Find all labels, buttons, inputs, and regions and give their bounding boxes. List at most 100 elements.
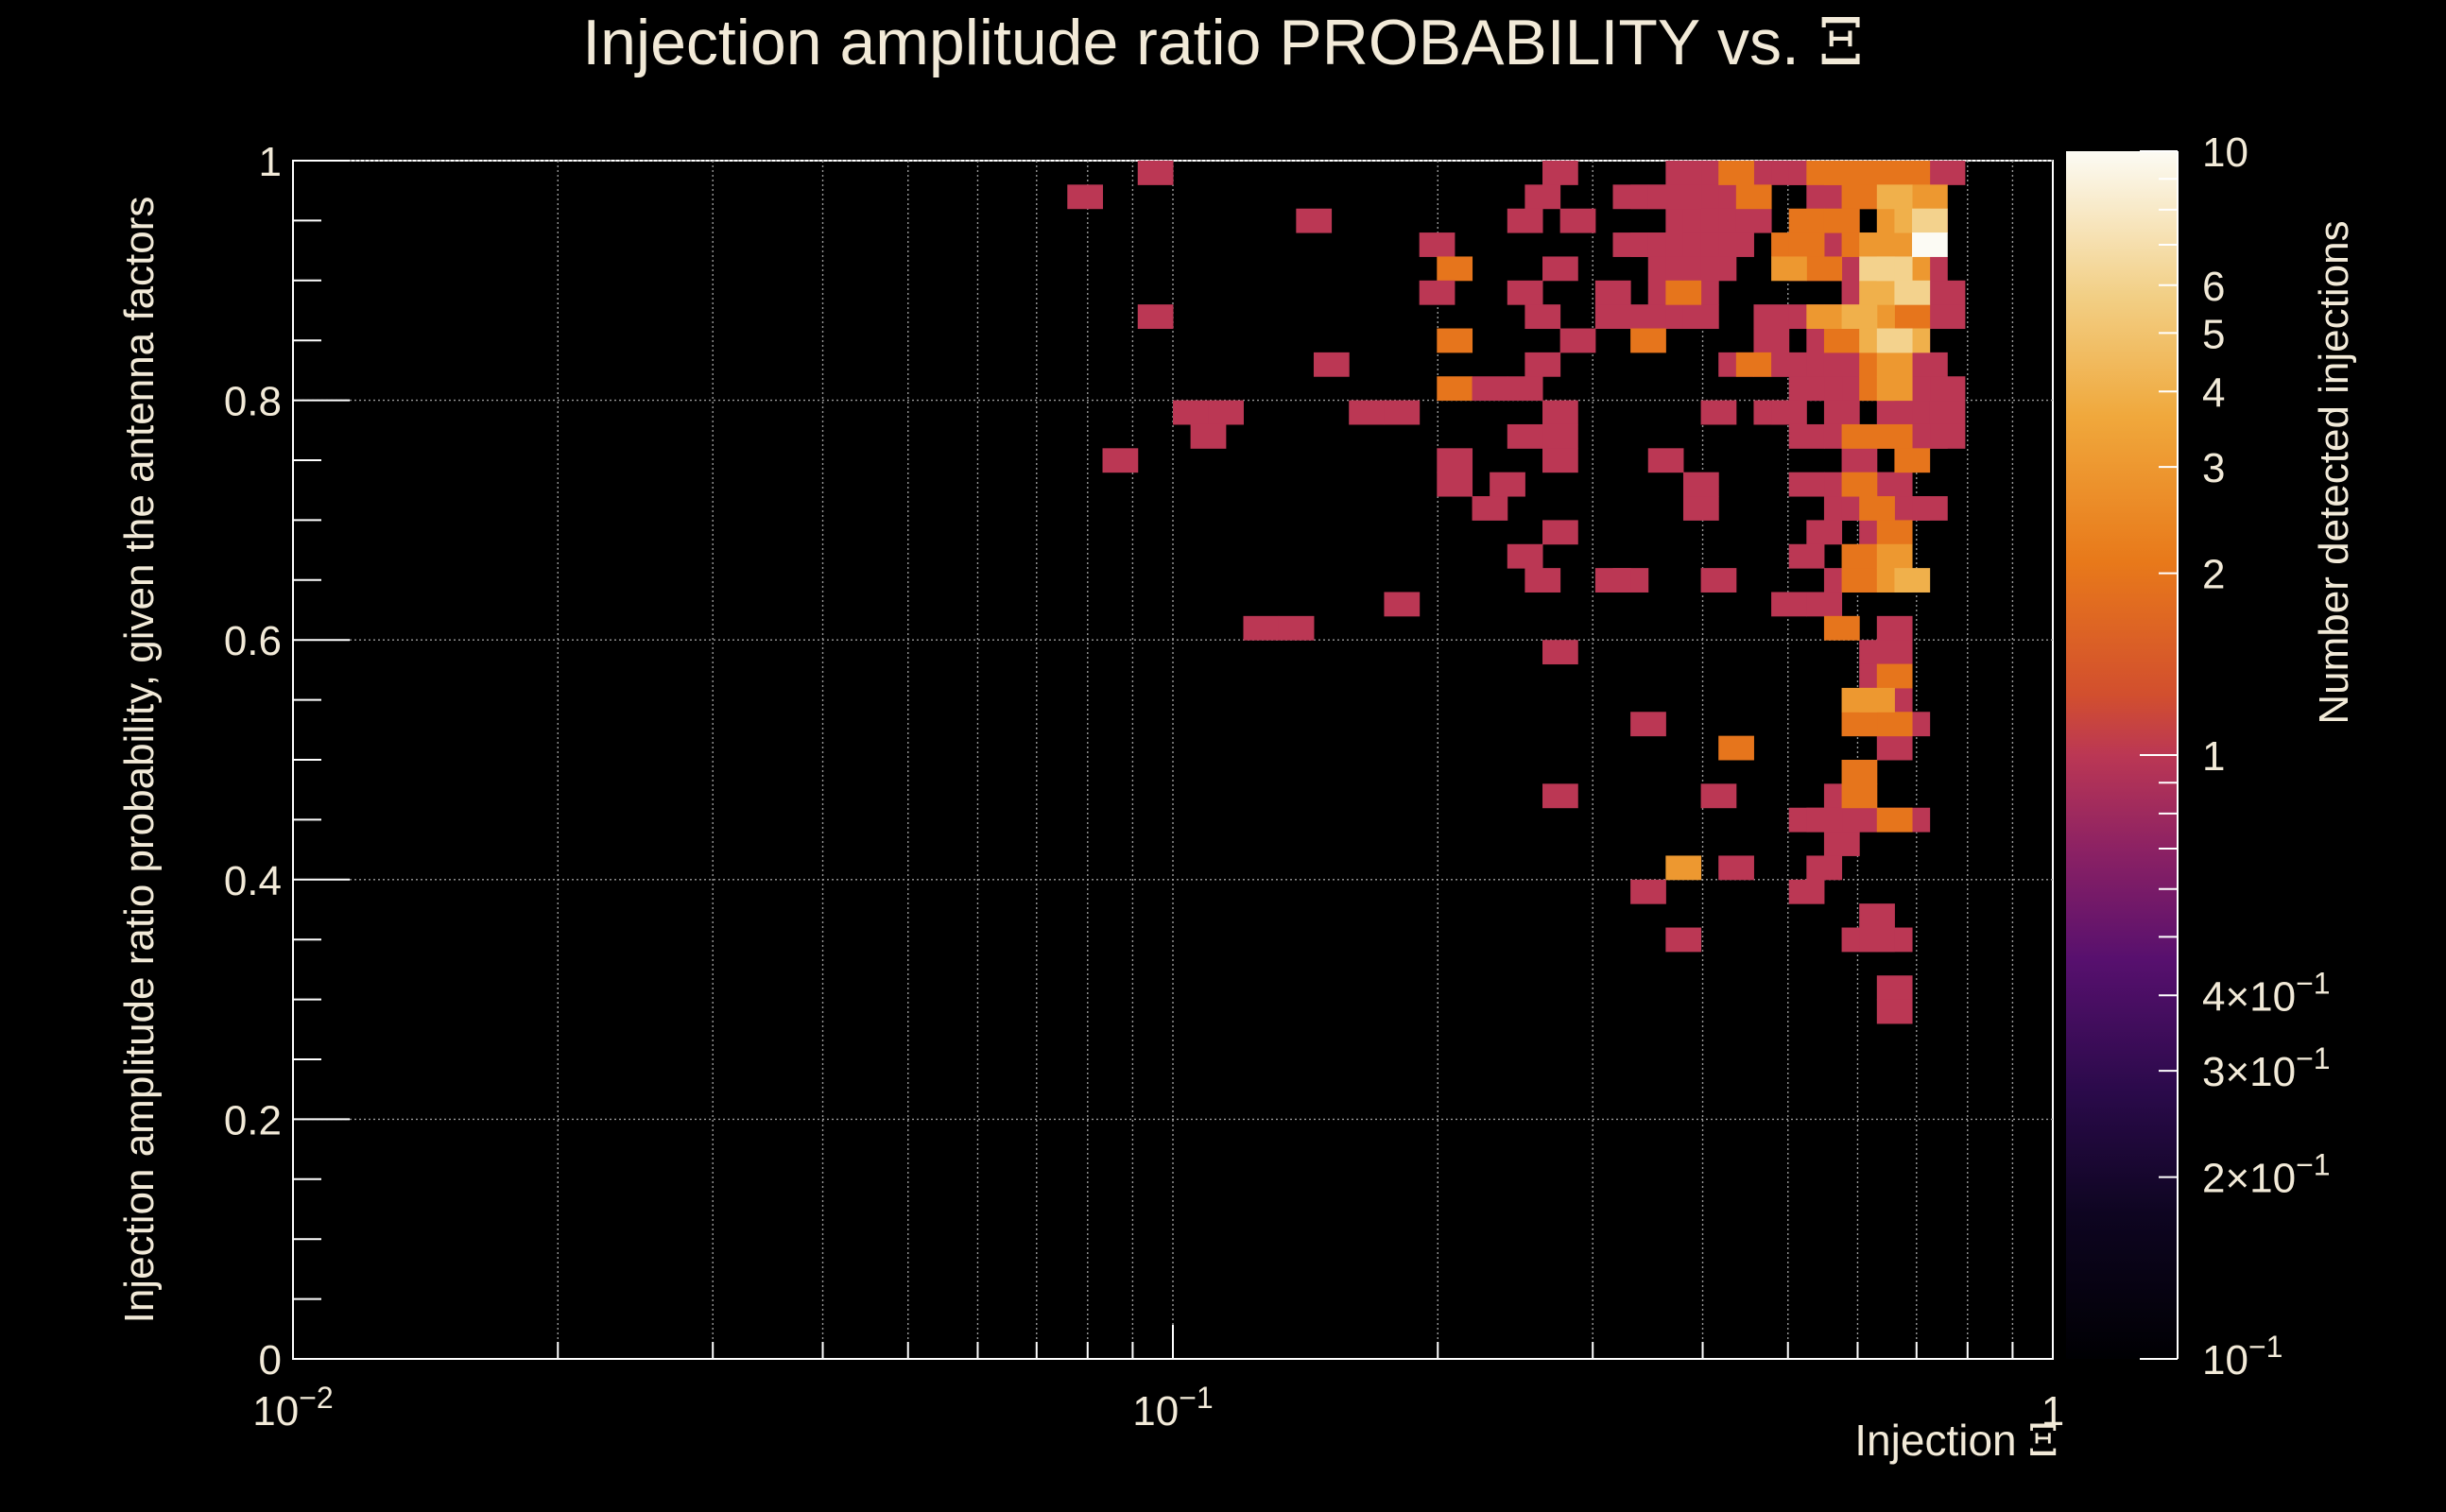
heatmap-cell [1718, 735, 1754, 761]
heatmap-cell [1524, 184, 1561, 210]
heatmap-cell [1841, 760, 1878, 784]
heatmap-cell [1384, 400, 1421, 425]
heatmap-cell [1894, 304, 1931, 330]
heatmap-cell [1437, 448, 1473, 473]
heatmap-cell [1507, 376, 1543, 402]
heatmap-cell [1876, 400, 1913, 425]
heatmap-cell [1665, 927, 1702, 953]
heatmap-cell [1806, 855, 1843, 881]
colorbar-tick-label: 3 [2202, 445, 2225, 491]
heatmap-cell [1437, 256, 1473, 282]
heatmap-cell [1788, 232, 1825, 257]
heatmap-cell [1788, 472, 1825, 497]
heatmap-cell [1876, 663, 1913, 689]
heatmap-cell [1823, 400, 1860, 425]
heatmap-cell [1507, 280, 1543, 305]
heatmap-cell [1823, 832, 1860, 856]
heatmap-cell [1859, 496, 1895, 521]
heatmap-cell [1876, 232, 1913, 257]
heatmap-cell [1929, 400, 1966, 425]
heatmap-cell [1243, 615, 1280, 641]
heatmap-cell [1894, 448, 1931, 473]
heatmap-cell [1841, 423, 1878, 449]
heatmap-cell [1542, 423, 1578, 449]
heatmap-cell [1876, 712, 1913, 737]
colorbar-tick-label: 1 [2202, 733, 2225, 780]
y-tick-label: 1 [259, 139, 282, 185]
colorbar-tick-label: 4×10−1 [2202, 966, 2331, 1020]
heatmap-cell [1190, 423, 1227, 449]
heatmap-cell [1859, 903, 1895, 929]
heatmap-cell [1700, 568, 1737, 593]
colorbar-axis: 10 65 4 3 2 1 4×10−1 3×10−1 2×10−1 10−1 [2140, 129, 2331, 1383]
heatmap-cell [1876, 807, 1913, 833]
y-tick-label: 0.6 [224, 618, 282, 664]
colorbar-label: Number detected injections [2311, 220, 2357, 724]
heatmap-cell [1630, 304, 1666, 330]
heatmap-cell [1630, 712, 1666, 737]
heatmap-cell [1490, 472, 1525, 497]
heatmap-cell [1419, 280, 1456, 305]
heatmap-cell [1876, 735, 1913, 761]
heatmap-cell [1437, 472, 1473, 497]
heatmap-cell [1788, 423, 1825, 449]
heatmap-cells [1067, 161, 1966, 1024]
heatmap-cell [1296, 208, 1333, 233]
x-tick-label: 1 [2041, 1388, 2064, 1435]
heatmap-cell [1841, 448, 1878, 473]
heatmap-cell [1665, 855, 1702, 881]
heatmap-cell [1841, 783, 1878, 809]
heatmap-cell [1753, 328, 1790, 353]
heatmap-cell [1771, 400, 1807, 425]
chart-title-text: Injection amplitude ratio PROBABILITY vs… [582, 7, 1800, 78]
heatmap-cell [1524, 304, 1561, 330]
heatmap-cell [1894, 568, 1931, 593]
heatmap-cell [1542, 400, 1578, 425]
colorbar-tick-label: 2×10−1 [2202, 1148, 2331, 1202]
heatmap-cell [1841, 807, 1878, 833]
heatmap-cell [1806, 520, 1843, 545]
heatmap-cell [1788, 376, 1825, 402]
heatmap-cell [1823, 208, 1860, 233]
chart-title: Injection amplitude ratio PROBABILITY vs… [582, 6, 1863, 80]
heatmap-cell [1894, 280, 1931, 305]
heatmap-cell [1665, 256, 1702, 282]
heatmap-cell [1384, 592, 1421, 617]
heatmap-cell [1876, 999, 1913, 1024]
heatmap-cell [1771, 256, 1807, 282]
heatmap-cell [1137, 304, 1174, 330]
x-tick-label: 10−2 [252, 1381, 333, 1435]
heatmap-cell [1859, 256, 1895, 282]
heatmap-cell [1771, 592, 1807, 617]
heatmap-cell [1718, 855, 1754, 881]
y-axis-label: Injection amplitude ratio probability, g… [116, 197, 163, 1324]
heatmap-cell [1419, 232, 1456, 257]
heatmap-cell [1876, 640, 1913, 665]
heatmap-cell [1771, 352, 1807, 377]
heatmap-cell [1929, 161, 1966, 185]
heatmap-cell [1753, 304, 1790, 330]
heatmap-cell [1806, 184, 1843, 210]
heatmap-cell [1788, 879, 1825, 904]
heatmap-cell [1912, 208, 1948, 233]
heatmap-cell [1594, 280, 1631, 305]
heatmap-cell [1876, 975, 1913, 1001]
x-tick-label: 10−1 [1132, 1381, 1213, 1435]
heatmap-cell [1437, 328, 1473, 353]
colorbar-tick-label: 3×10−1 [2202, 1041, 2331, 1095]
heatmap-cell [1876, 472, 1913, 497]
heatmap-cell [1823, 328, 1860, 353]
colorbar-tick-label: 6 [2202, 264, 2225, 310]
heatmap-cell [1594, 304, 1631, 330]
heatmap-cell [1841, 304, 1878, 330]
heatmap-cell [1472, 496, 1508, 521]
x-axis-label-symbol: Ξ [2028, 1415, 2058, 1466]
heatmap-cell [1507, 543, 1543, 569]
heatmap-cell [1665, 161, 1702, 185]
y-tick-label: 0 [259, 1337, 282, 1383]
heatmap-cell [1788, 543, 1825, 569]
heatmap-cell [1806, 592, 1843, 617]
heatmap-cell [1718, 161, 1754, 185]
heatmap-cell [1859, 280, 1895, 305]
